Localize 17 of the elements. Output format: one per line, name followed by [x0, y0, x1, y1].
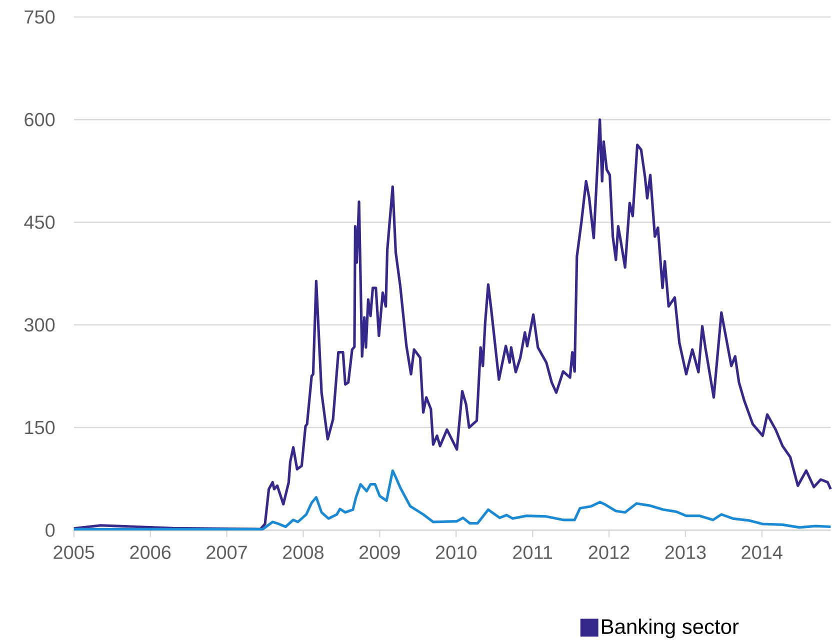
y-tick-label: 600: [24, 113, 55, 126]
y-tick-label: 0: [46, 524, 55, 538]
x-tick-label: 2014: [742, 546, 782, 560]
x-tick-label: 2011: [513, 546, 552, 560]
x-tick-label: 2006: [130, 546, 171, 560]
x-tick-label: 2008: [283, 546, 324, 560]
x-tick-label: 2007: [206, 546, 247, 560]
legend-label: Banking sector: [602, 618, 739, 638]
y-tick-label: 750: [24, 10, 55, 24]
x-tick-label: 2009: [360, 546, 400, 560]
x-tick-label: 2005: [54, 546, 94, 560]
y-tick-label: 300: [24, 318, 55, 332]
x-tick-label: 2013: [665, 546, 706, 560]
x-tick-label: 2010: [436, 546, 476, 560]
y-tick-label: 150: [25, 420, 55, 434]
y-tick-label: 450: [24, 216, 55, 230]
x-tick-label: 2012: [588, 546, 630, 560]
